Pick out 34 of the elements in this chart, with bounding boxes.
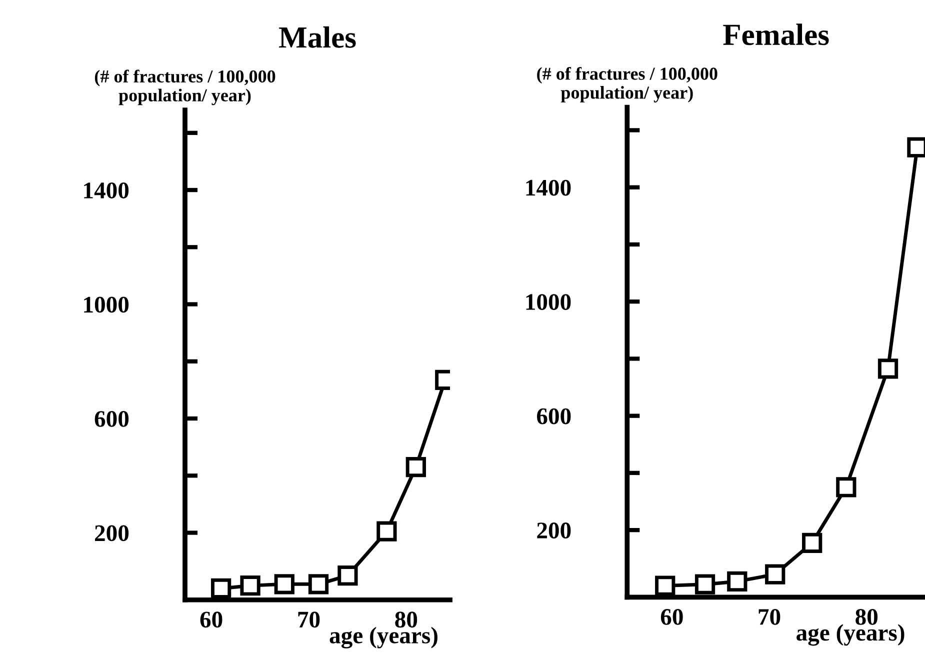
point <box>274 574 294 594</box>
chart-title: Females <box>723 24 829 46</box>
point <box>308 574 329 594</box>
y-tick-label: 1400 <box>526 180 571 196</box>
point <box>765 564 786 584</box>
point <box>836 477 856 498</box>
chart-title: Males <box>278 26 356 48</box>
point <box>727 571 748 592</box>
y-axis-title: (# of fractures / 100,000 population/ year) <box>537 66 718 102</box>
x-tick-label: 60 <box>200 612 222 628</box>
x-tick-label: 80 <box>395 612 418 628</box>
y-tick-label: 600 <box>536 408 571 424</box>
point <box>240 576 260 596</box>
point <box>210 578 232 599</box>
x-tick-label: 70 <box>758 608 780 625</box>
point <box>406 456 426 478</box>
point <box>376 521 397 542</box>
y-tick-label: 1000 <box>84 296 129 313</box>
point <box>338 566 358 586</box>
point <box>694 574 716 594</box>
x-axis-title: age (years) <box>330 626 438 648</box>
point <box>655 576 676 596</box>
y-tick-label: 600 <box>94 411 129 427</box>
y-axis-title: (# of fractures / 100,000 population/ year) <box>94 70 276 106</box>
point <box>802 532 822 553</box>
point <box>878 358 898 379</box>
x-axis-title: age (years) <box>796 624 904 646</box>
y-tick-label: 1000 <box>526 294 571 310</box>
y-tick-label: 1400 <box>84 182 129 198</box>
y-tick-label: 200 <box>95 525 129 542</box>
x-tick-label: 70 <box>298 612 320 628</box>
x-tick-label: 60 <box>660 608 683 625</box>
x-tick-label: 80 <box>856 608 878 625</box>
y-tick-label: 200 <box>537 522 571 538</box>
